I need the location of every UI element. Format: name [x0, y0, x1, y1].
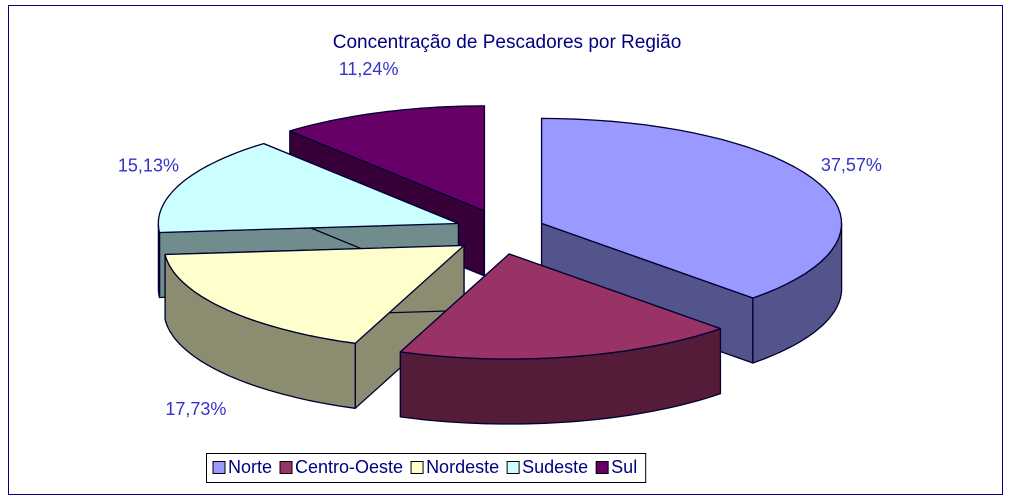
- legend-label: Sul: [611, 457, 637, 477]
- legend-label: Norte: [228, 457, 272, 477]
- chart-title: Concentração de Pescadores por Região: [333, 32, 682, 53]
- slice-top: [540, 117, 843, 299]
- slice: [399, 253, 722, 425]
- slice-top: [289, 105, 486, 212]
- slice-top: [157, 142, 460, 234]
- slice-top: [399, 253, 722, 360]
- legend-label: Centro-Oeste: [295, 457, 403, 477]
- slice-outer-wall: [157, 222, 161, 299]
- legend-swatch: [410, 461, 424, 474]
- legend-swatch: [279, 461, 293, 474]
- legend-swatch: [212, 461, 226, 474]
- slice-top: [164, 244, 465, 344]
- data-label: 15,13%: [118, 155, 179, 175]
- legend: Norte Centro-Oeste Nordeste Sudeste Sul: [206, 453, 647, 483]
- data-label: 17,73%: [165, 399, 226, 419]
- data-label: 37,57%: [821, 155, 882, 175]
- legend-swatch: [595, 461, 609, 474]
- data-label: 11,24%: [339, 59, 399, 79]
- legend-swatch: [506, 461, 520, 474]
- slice: [164, 244, 465, 409]
- legend-label: Sudeste: [522, 457, 588, 477]
- legend-label: Nordeste: [426, 457, 499, 477]
